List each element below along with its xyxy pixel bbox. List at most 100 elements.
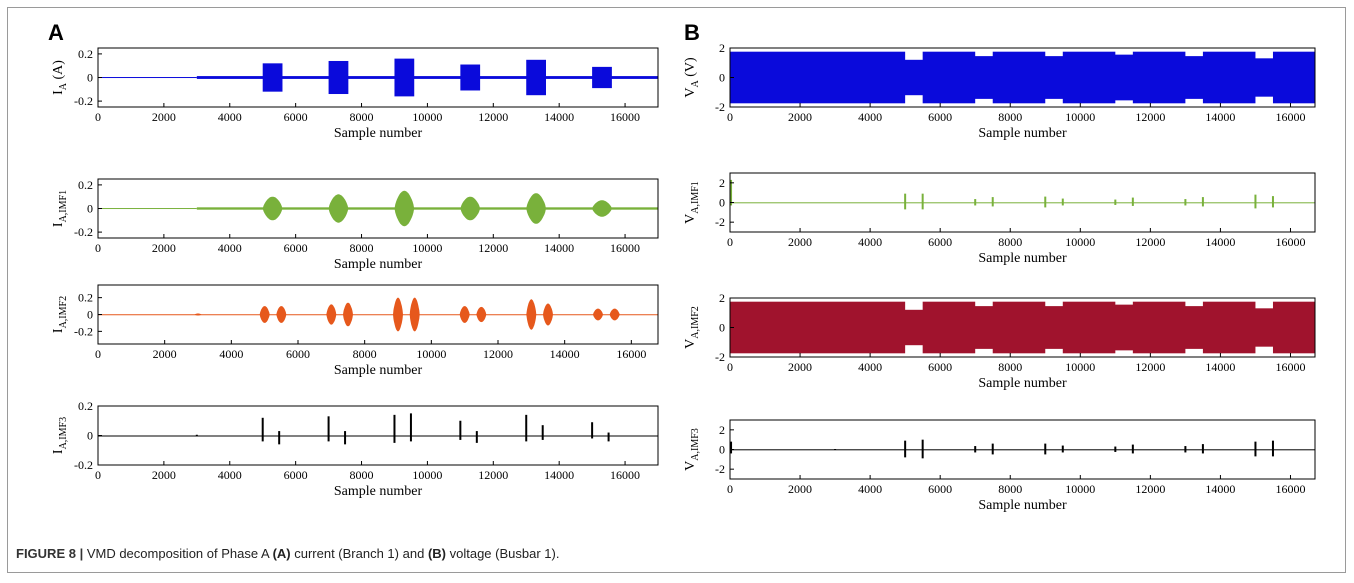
y-axis-label: VA,IMF3 xyxy=(683,428,701,471)
y-tick-label: -0.2 xyxy=(74,225,93,239)
x-tick-label: 8000 xyxy=(350,468,374,482)
x-tick-label: 8000 xyxy=(998,235,1022,249)
x-tick-label: 2000 xyxy=(152,468,176,482)
x-axis-label: Sample number xyxy=(334,363,423,378)
signal-baseline xyxy=(98,314,658,316)
x-tick-label: 14000 xyxy=(1205,110,1235,124)
x-tick-label: 10000 xyxy=(1065,360,1095,374)
x-axis-label: Sample number xyxy=(334,257,423,272)
subplot-5: 0 2000 4000 6000 8000 10000 12000 14000 16000-20… xyxy=(683,41,1316,141)
x-axis-label: Sample number xyxy=(978,126,1067,141)
x-tick-label: 10000 xyxy=(416,347,446,361)
y-tick-label: 0 xyxy=(719,196,725,210)
y-axis-label: IA,IMF2 xyxy=(51,296,69,333)
x-tick-label: 4000 xyxy=(218,241,242,255)
sag-gap-bottom xyxy=(905,345,923,357)
subplot-4: 0 2000 4000 6000 8000 10000 12000 14000 16000 -0.… xyxy=(51,399,659,499)
x-tick-label: 14000 xyxy=(1205,235,1235,249)
fault-block xyxy=(262,63,283,92)
x-tick-label: 6000 xyxy=(928,360,952,374)
x-tick-label: 14000 xyxy=(550,347,580,361)
x-tick-label: 4000 xyxy=(219,347,243,361)
x-tick-label: 10000 xyxy=(1065,482,1095,496)
x-tick-label: 8000 xyxy=(350,110,374,124)
x-tick-label: 0 xyxy=(95,110,101,124)
fault-block xyxy=(394,58,415,97)
fault-burst xyxy=(328,194,349,223)
panel-letter-b: B xyxy=(684,20,700,45)
y-tick-label: 0.2 xyxy=(78,291,93,305)
x-tick-label: 8000 xyxy=(998,482,1022,496)
caption-ref-b: (B) xyxy=(427,546,446,561)
x-tick-label: 12000 xyxy=(1135,235,1165,249)
caption-text-1: VMD decomposition of Phase A xyxy=(86,546,269,561)
sag-gap-bottom xyxy=(1255,346,1273,357)
x-tick-label: 16000 xyxy=(610,110,640,124)
subplot-7: 0 2000 4000 6000 8000 10000 12000 14000 16000-20… xyxy=(683,291,1316,391)
x-tick-label: 16000 xyxy=(1275,360,1305,374)
x-tick-label: 10000 xyxy=(412,110,442,124)
sag-gap-top xyxy=(1255,298,1273,309)
sag-gap-top xyxy=(905,298,923,310)
x-tick-label: 16000 xyxy=(610,241,640,255)
x-tick-label: 16000 xyxy=(1275,482,1305,496)
fault-burst xyxy=(259,306,270,323)
x-tick-label: 12000 xyxy=(1135,482,1165,496)
x-tick-label: 16000 xyxy=(1275,235,1305,249)
fault-burst xyxy=(394,190,415,227)
signal-baseline xyxy=(730,51,1315,104)
x-tick-label: 2000 xyxy=(152,241,176,255)
fault-burst xyxy=(526,299,537,330)
y-tick-label: 2 xyxy=(719,291,725,305)
x-tick-label: 2000 xyxy=(788,110,812,124)
fault-block xyxy=(328,60,349,95)
y-tick-label: 0 xyxy=(87,308,93,322)
signal-5 xyxy=(730,48,1315,107)
x-tick-label: 0 xyxy=(727,482,733,496)
signal-baseline xyxy=(196,76,658,79)
x-tick-label: 4000 xyxy=(218,110,242,124)
caption-label: FIGURE 8 | xyxy=(16,546,84,561)
fault-burst xyxy=(592,200,612,217)
y-axis-label: VA,IMF1 xyxy=(683,181,701,224)
y-axis-label: IA (A) xyxy=(51,60,69,95)
caption-text-2: current (Branch 1) and xyxy=(294,546,425,561)
sag-gap-top xyxy=(1115,48,1133,55)
fault-burst xyxy=(409,297,420,332)
subplot-6: 0 2000 4000 6000 8000 10000 12000 14000 16000-20… xyxy=(683,172,1316,266)
caption-text-3: voltage (Busbar 1). xyxy=(449,546,560,561)
y-axis-label: VA (V) xyxy=(683,57,701,98)
subplot-1: 0 2000 4000 6000 8000 10000 12000 14000 16000 -0.… xyxy=(51,47,659,141)
sag-gap-bottom xyxy=(1185,98,1203,107)
fault-burst xyxy=(276,306,287,323)
y-tick-label: 2 xyxy=(719,41,725,55)
signal-3 xyxy=(98,297,658,332)
x-tick-label: 2000 xyxy=(788,235,812,249)
x-tick-label: 12000 xyxy=(1135,110,1165,124)
x-tick-label: 6000 xyxy=(928,482,952,496)
x-tick-label: 12000 xyxy=(483,347,513,361)
x-axis-label: Sample number xyxy=(978,376,1067,391)
sag-gap-top xyxy=(975,48,993,57)
x-tick-label: 8000 xyxy=(998,110,1022,124)
x-tick-label: 0 xyxy=(95,241,101,255)
sag-gap-bottom xyxy=(1255,96,1273,107)
sag-gap-bottom xyxy=(905,95,923,107)
figure-canvas: A B 0 2000 4000 6000 8000 10000 12000 14000 1600… xyxy=(48,20,1316,513)
x-tick-label: 4000 xyxy=(858,110,882,124)
x-tick-label: 14000 xyxy=(1205,360,1235,374)
signal-baseline xyxy=(730,301,1315,354)
x-tick-label: 4000 xyxy=(858,482,882,496)
x-axis-label: Sample number xyxy=(978,498,1067,513)
fault-burst xyxy=(543,303,553,326)
x-tick-label: 6000 xyxy=(928,235,952,249)
x-tick-label: 12000 xyxy=(478,110,508,124)
x-tick-label: 4000 xyxy=(218,468,242,482)
x-tick-label: 14000 xyxy=(1205,482,1235,496)
signal-4 xyxy=(98,413,658,445)
sag-gap-bottom xyxy=(975,98,993,107)
subplot-2: 0 2000 4000 6000 8000 10000 12000 14000 16000 -0.… xyxy=(51,178,659,272)
fault-burst xyxy=(194,313,202,316)
x-tick-label: 0 xyxy=(95,347,101,361)
signal-baseline xyxy=(98,77,197,79)
